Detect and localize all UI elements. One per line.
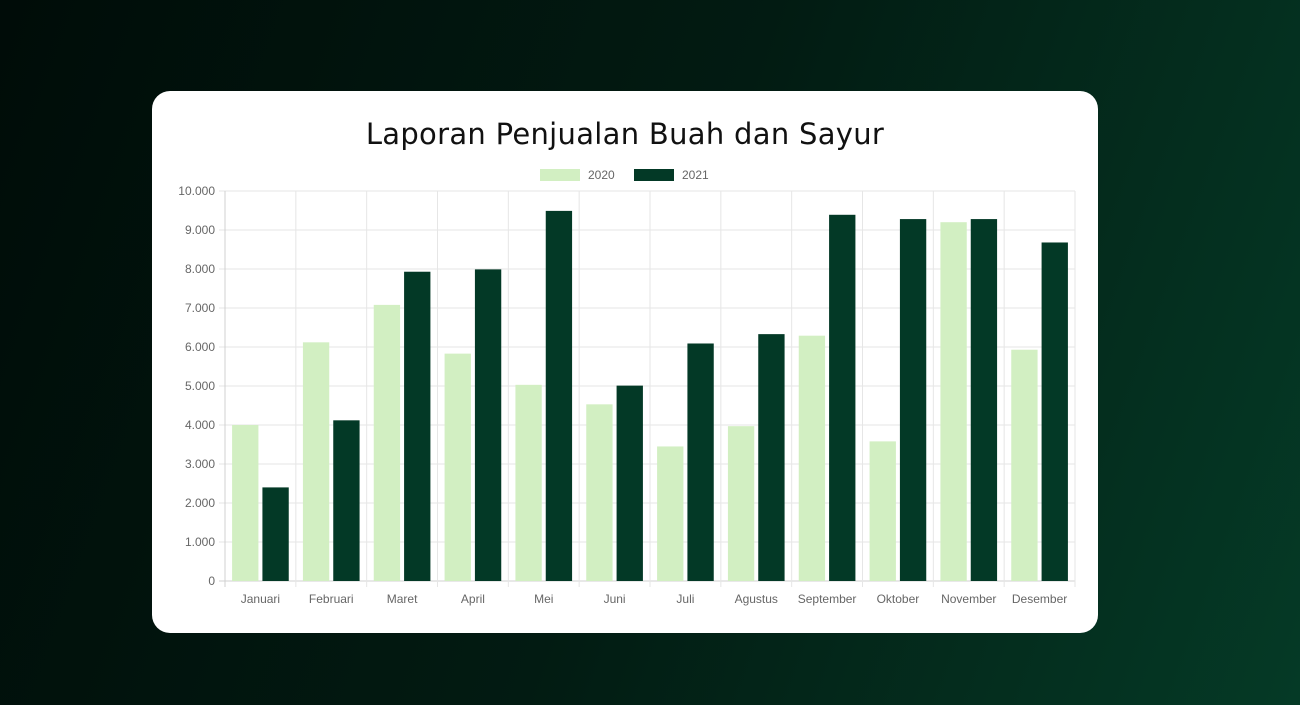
bar-2020-september xyxy=(798,335,826,581)
bar-2020-mei xyxy=(515,384,542,581)
y-tick-label: 3.000 xyxy=(185,457,215,471)
bar-2020-maret xyxy=(373,304,401,581)
y-tick-label: 9.000 xyxy=(185,223,215,237)
bar-2021-september xyxy=(829,214,856,581)
chart-card: Laporan Penjualan Buah dan Sayur 0 1.000 2… xyxy=(152,91,1098,633)
x-tick-label: Juli xyxy=(676,592,694,606)
bar-2021-oktober xyxy=(899,219,927,581)
y-tick-label: 7.000 xyxy=(185,301,215,315)
y-tick-label: 4.000 xyxy=(185,418,215,432)
x-tick-label: Oktober xyxy=(877,592,920,606)
bar-2020-januari xyxy=(232,425,259,581)
y-tick-label: 1.000 xyxy=(185,535,215,549)
grid-lines xyxy=(219,190,1076,587)
bar-2021-november xyxy=(970,219,998,581)
x-tick-label: Desember xyxy=(1012,592,1067,606)
bar-2020-juli xyxy=(657,446,684,581)
y-tick-label: 2.000 xyxy=(185,496,215,510)
bar-2021-agustus xyxy=(758,334,785,581)
x-tick-label: Agustus xyxy=(735,592,778,606)
x-tick-label: Maret xyxy=(387,592,418,606)
y-tick-label: 8.000 xyxy=(185,262,215,276)
bar-2021-juli xyxy=(687,343,714,581)
y-tick-label: 6.000 xyxy=(185,340,215,354)
x-tick-label: November xyxy=(941,592,996,606)
legend: 2020 2021 xyxy=(540,168,709,182)
y-tick-label: 5.000 xyxy=(185,379,215,393)
bar-2020-november xyxy=(940,222,967,581)
bar-2020-oktober xyxy=(869,441,896,581)
bars xyxy=(232,210,1068,582)
y-tick-label: 10.000 xyxy=(178,184,215,198)
bar-2020-desember xyxy=(1011,349,1038,581)
bar-2021-mei xyxy=(545,210,573,581)
chart-title: Laporan Penjualan Buah dan Sayur xyxy=(365,117,885,151)
bar-2020-april xyxy=(444,353,471,581)
bar-2021-desember xyxy=(1041,242,1068,582)
bar-2020-agustus xyxy=(727,426,755,581)
bar-chart: 0 1.000 2.000 3.000 4.000 5.000 6.000 7.000 8.00… xyxy=(178,168,1076,606)
x-tick-label: April xyxy=(461,592,485,606)
bar-2020-juni xyxy=(586,404,613,581)
x-tick-label: Mei xyxy=(534,592,553,606)
bar-2021-april xyxy=(474,269,502,581)
y-tick-label: 0 xyxy=(208,574,215,588)
bar-2020-februari xyxy=(302,342,330,581)
bar-2021-maret xyxy=(404,271,431,581)
bar-2021-januari xyxy=(262,487,289,581)
bar-2021-februari xyxy=(333,420,360,581)
legend-label-2020: 2020 xyxy=(588,168,615,182)
x-tick-label: September xyxy=(798,592,857,606)
legend-swatch-2020 xyxy=(540,169,580,181)
legend-swatch-2021 xyxy=(634,169,674,181)
axes: 0 1.000 2.000 3.000 4.000 5.000 6.000 7.000 8.00… xyxy=(178,184,1067,606)
x-tick-label: Januari xyxy=(241,592,280,606)
legend-label-2021: 2021 xyxy=(682,168,709,182)
x-tick-label: Juni xyxy=(604,592,626,606)
bar-2021-juni xyxy=(616,385,643,581)
x-tick-label: Februari xyxy=(309,592,354,606)
